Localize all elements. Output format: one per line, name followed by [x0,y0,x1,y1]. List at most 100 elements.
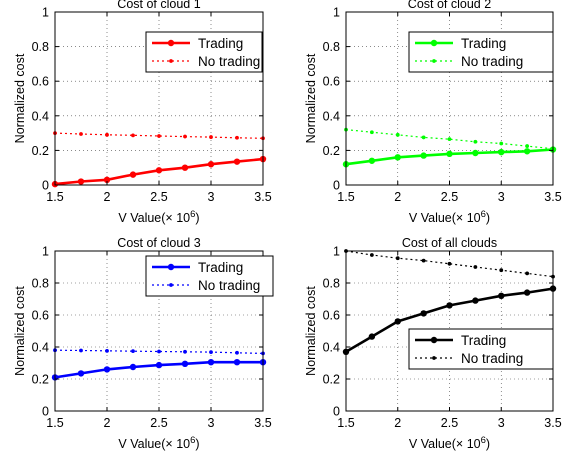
y-tick-label: 0.4 [323,109,340,123]
legend-swatch-marker [168,40,174,46]
y-tick-label: 0.2 [32,373,49,387]
y-tick-label: 0 [333,179,340,193]
y-tick-label: 0.8 [323,40,340,54]
legend-swatch-marker [168,264,174,270]
legend-label: No trading [461,351,523,366]
no-trading-point [422,259,426,263]
no-trading-point [183,135,187,139]
trading-point [156,362,162,368]
x-tick-label: 2 [394,190,401,204]
chart-title: Cost of cloud 3 [117,236,200,250]
trading-point [524,289,530,295]
x-axis-label-close: ) [195,437,199,451]
x-axis-label-main: V Value(× 10 [409,437,481,451]
legend-swatch-marker [432,356,436,360]
trading-point [395,154,401,160]
chart-panel-3: 1.5 2 2.5 3 3.5 0 0.2 0.4 0.6 0.8 1 Cost of cloud 3… [13,236,273,451]
trading-point [130,171,136,177]
x-tick-label: 2.5 [150,190,167,204]
legend-swatch-marker [432,59,436,63]
no-trading-point [131,349,135,353]
legend: Trading No trading [409,329,553,369]
y-tick-label: 0 [333,405,340,419]
trading-point [369,158,375,164]
x-tick-label: 3 [208,190,215,204]
trading-point [446,151,452,157]
trading-point [498,149,504,155]
x-tick-label: 3.5 [254,190,271,204]
trading-point [130,364,136,370]
y-tick-label: 1 [42,245,49,259]
chart-panel-1: 1.5 2 2.5 3 3.5 0 0.2 0.4 0.6 0.8 1 Cost of cloud 1… [13,0,272,225]
legend-swatch-marker [431,337,437,343]
y-axis-label: Normalized cost [304,286,318,376]
no-trading-point [499,142,503,146]
x-tick-label: 3.5 [544,190,561,204]
chart-panel-4: 1.5 2 2.5 3 3.500.20.40.60.81Cost of all clo… [304,236,562,451]
no-trading-point [157,134,161,138]
x-axis-label: V Value(× 106) [409,209,490,225]
y-tick-label: 0.8 [32,277,49,291]
y-tick-label: 0.6 [323,75,340,89]
x-tick-label: 3.5 [544,416,561,430]
x-axis-label-close: ) [486,211,490,225]
chart-title: Cost of cloud 2 [408,0,491,11]
trading-point [104,366,110,372]
no-trading-point [105,133,109,137]
no-trading-point [79,132,83,136]
chart-title: Cost of cloud 1 [117,0,200,11]
chart-panel-2: 1.5 2 2.5 3 3.5 0 0.2 0.4 0.6 0.8 1 Cost of cloud 2… [304,0,562,225]
no-trading-point [396,256,400,260]
legend-label: No trading [198,54,260,69]
y-tick-label: 1 [333,245,340,259]
x-tick-label: 3 [498,190,505,204]
y-tick-label: 0.6 [32,309,49,323]
y-axis-label: Normalized cost [13,53,27,143]
legend-swatch-marker [431,40,437,46]
trading-point [524,148,530,154]
no-trading-point [370,253,374,257]
trading-point [420,152,426,158]
chart-panels: 1.5 2 2.5 3 3.5 0 0.2 0.4 0.6 0.8 1 Cost of cloud 1… [13,0,562,451]
y-tick-label: 0.2 [323,373,340,387]
trading-point [420,310,426,316]
legend-label: No trading [461,54,523,69]
no-trading-point [422,136,426,140]
no-trading-point [525,272,529,276]
no-trading-point [105,349,109,353]
trading-point [182,165,188,171]
chart-title: Cost of all clouds [402,236,497,250]
no-trading-point [209,135,213,139]
trading-point [498,293,504,299]
y-tick-label: 1 [42,6,49,20]
x-axis-label-main: V Value(× 10 [409,211,481,225]
trading-point [78,178,84,184]
legend-swatch-marker [169,283,173,287]
y-tick-label: 0.2 [32,144,49,158]
x-tick-label: 2 [104,190,111,204]
x-axis-label-close: ) [195,211,199,225]
x-axis-label: V Value(× 106) [118,209,199,225]
no-trading-point [448,137,452,141]
no-trading-point [473,140,477,144]
y-tick-label: 0.8 [32,40,49,54]
y-tick-label: 0.6 [323,309,340,323]
no-trading-point [235,136,239,140]
x-tick-label: 2 [104,416,111,430]
legend-label: Trading [461,333,506,348]
x-axis-label-main: V Value(× 10 [118,437,190,451]
no-trading-point [448,262,452,266]
x-tick-label: 2.5 [441,416,458,430]
trading-point [446,302,452,308]
trading-point [395,318,401,324]
no-trading-point [157,350,161,354]
x-axis-label: V Value(× 106) [118,435,199,451]
y-tick-label: 0.4 [32,109,49,123]
trading-point [182,361,188,367]
y-tick-label: 0.4 [32,341,49,355]
legend-label: Trading [198,260,243,275]
y-axis-label: Normalized cost [13,286,27,376]
trading-point [208,161,214,167]
legend-label: No trading [198,278,260,293]
